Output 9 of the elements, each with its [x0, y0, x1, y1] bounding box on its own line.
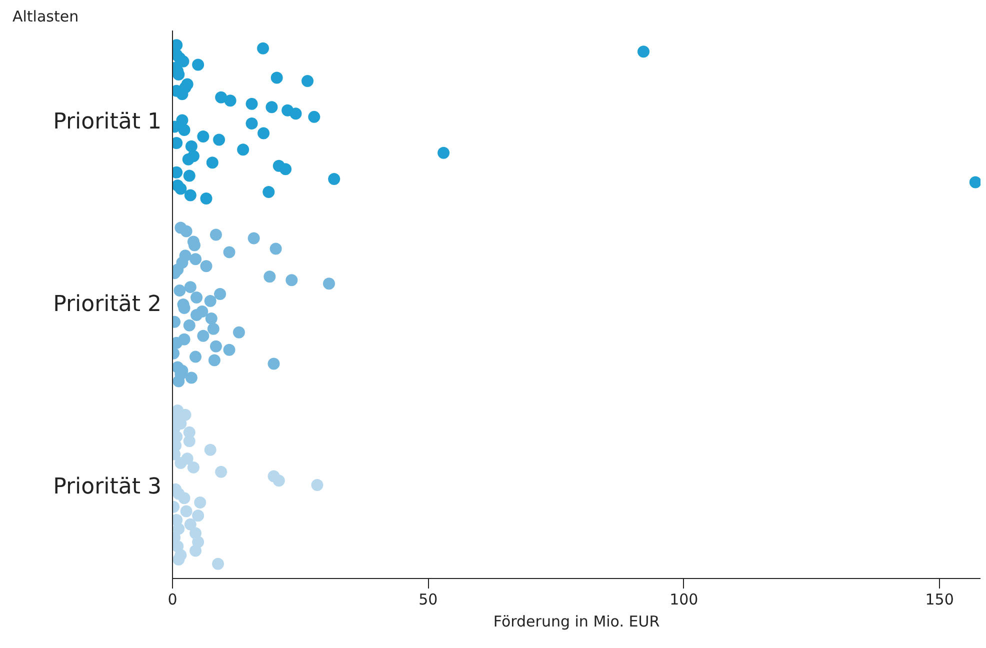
- text: Altlasten: [12, 8, 79, 26]
- y-tick-label: Priorität 3: [53, 474, 162, 500]
- x-tick-label: 0: [168, 590, 178, 608]
- x-tick-label: 150: [925, 590, 954, 608]
- x-tick-label: 100: [670, 590, 698, 608]
- y-tick-label: Priorität 1: [53, 109, 162, 134]
- x-tick-label: 50: [418, 590, 438, 608]
- y-tick-label: Priorität 2: [53, 292, 162, 317]
- x-axis-title: Förderung in Mio. EUR: [493, 612, 660, 630]
